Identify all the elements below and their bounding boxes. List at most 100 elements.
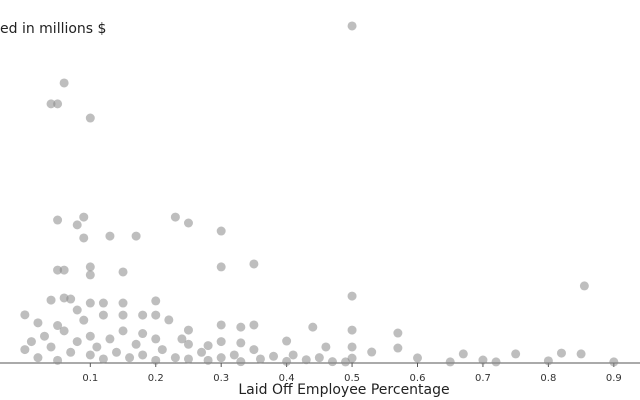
scatter-point — [216, 337, 226, 347]
scatter-point — [393, 328, 403, 338]
scatter-point — [183, 218, 193, 228]
x-tick-label: 0.5 — [344, 373, 360, 384]
scatter-point — [249, 320, 259, 330]
scatter-point — [236, 322, 246, 332]
scatter-point — [282, 336, 292, 346]
scatter-point — [491, 357, 501, 367]
scatter-point — [282, 356, 292, 366]
scatter-point — [170, 212, 180, 222]
scatter-point — [445, 357, 455, 367]
scatter-point — [66, 294, 76, 304]
scatter-point — [118, 298, 128, 308]
scatter-point — [92, 342, 102, 352]
scatter-point — [203, 355, 213, 365]
scatter-point — [511, 349, 521, 359]
scatter-point — [229, 350, 239, 360]
scatter-point — [458, 349, 468, 359]
scatter-point — [72, 220, 82, 230]
scatter-point — [131, 231, 141, 241]
scatter-point — [347, 291, 357, 301]
scatter-point — [46, 99, 56, 109]
scatter-point — [203, 341, 213, 351]
scatter-point — [576, 349, 586, 359]
scatter-point — [118, 326, 128, 336]
scatter-point — [413, 353, 423, 363]
scatter-point — [85, 270, 95, 280]
x-tick-label: 0.1 — [82, 373, 98, 384]
scatter-point — [85, 331, 95, 341]
scatter-point — [236, 357, 246, 367]
scatter-point — [53, 321, 63, 331]
x-tick-label: 0.3 — [213, 373, 229, 384]
scatter-point — [288, 350, 298, 360]
scatter-point — [85, 113, 95, 123]
scatter-point — [255, 354, 265, 364]
scatter-point — [151, 296, 161, 306]
scatter-point — [321, 342, 331, 352]
scatter-point — [157, 345, 167, 355]
scatter-point — [59, 326, 69, 336]
scatter-point — [183, 354, 193, 364]
scatter-point — [46, 342, 56, 352]
scatter-point — [151, 310, 161, 320]
x-tick-label: 0.4 — [279, 373, 295, 384]
scatter-point — [164, 315, 174, 325]
scatter-point — [216, 320, 226, 330]
scatter-point — [216, 226, 226, 236]
scatter-point — [39, 331, 49, 341]
scatter-point — [367, 347, 377, 357]
scatter-point — [59, 265, 69, 275]
scatter-point — [20, 345, 30, 355]
scatter-point — [177, 334, 187, 344]
scatter-point — [347, 325, 357, 335]
scatter-point — [105, 231, 115, 241]
scatter-point — [98, 354, 108, 364]
scatter-point — [85, 298, 95, 308]
scatter-point — [20, 310, 30, 320]
scatter-point — [347, 353, 357, 363]
scatter-point — [53, 99, 63, 109]
x-tick-label: 0.9 — [606, 373, 622, 384]
x-tick-label: 0.2 — [148, 373, 164, 384]
scatter-point — [347, 21, 357, 31]
scatter-point — [98, 310, 108, 320]
scatter-point — [72, 305, 82, 315]
scatter-point — [118, 310, 128, 320]
scatter-point — [269, 351, 279, 361]
scatter-point — [138, 310, 148, 320]
scatter-point — [33, 353, 43, 363]
x-axis-label: Laid Off Employee Percentage — [238, 382, 449, 398]
scatter-point — [33, 318, 43, 328]
scatter-point — [249, 345, 259, 355]
scatter-point — [138, 329, 148, 339]
scatter-point — [183, 325, 193, 335]
scatter-point — [609, 357, 619, 367]
scatter-point — [308, 322, 318, 332]
scatter-point — [85, 262, 95, 272]
scatter-point — [118, 267, 128, 277]
scatter-point — [170, 353, 180, 363]
scatter-point — [53, 215, 63, 225]
y-axis-label: ed in millions $ — [0, 21, 106, 37]
scatter-point — [53, 355, 63, 365]
scatter-point — [393, 343, 403, 353]
scatter-point — [579, 281, 589, 291]
scatter-point — [197, 347, 207, 357]
scatter-point — [216, 353, 226, 363]
scatter-point — [314, 353, 324, 363]
scatter-point — [183, 339, 193, 349]
scatter-point — [341, 357, 351, 367]
scatter-point — [131, 339, 141, 349]
scatter-point — [556, 348, 566, 358]
scatter-point — [249, 259, 259, 269]
scatter-point — [105, 334, 115, 344]
scatter-point — [98, 298, 108, 308]
scatter-point — [543, 356, 553, 366]
scatter-point — [46, 295, 56, 305]
scatter-point — [478, 355, 488, 365]
scatter-point — [79, 212, 89, 222]
scatter-point — [347, 342, 357, 352]
scatter-point — [151, 355, 161, 365]
scatter-point — [111, 347, 121, 357]
